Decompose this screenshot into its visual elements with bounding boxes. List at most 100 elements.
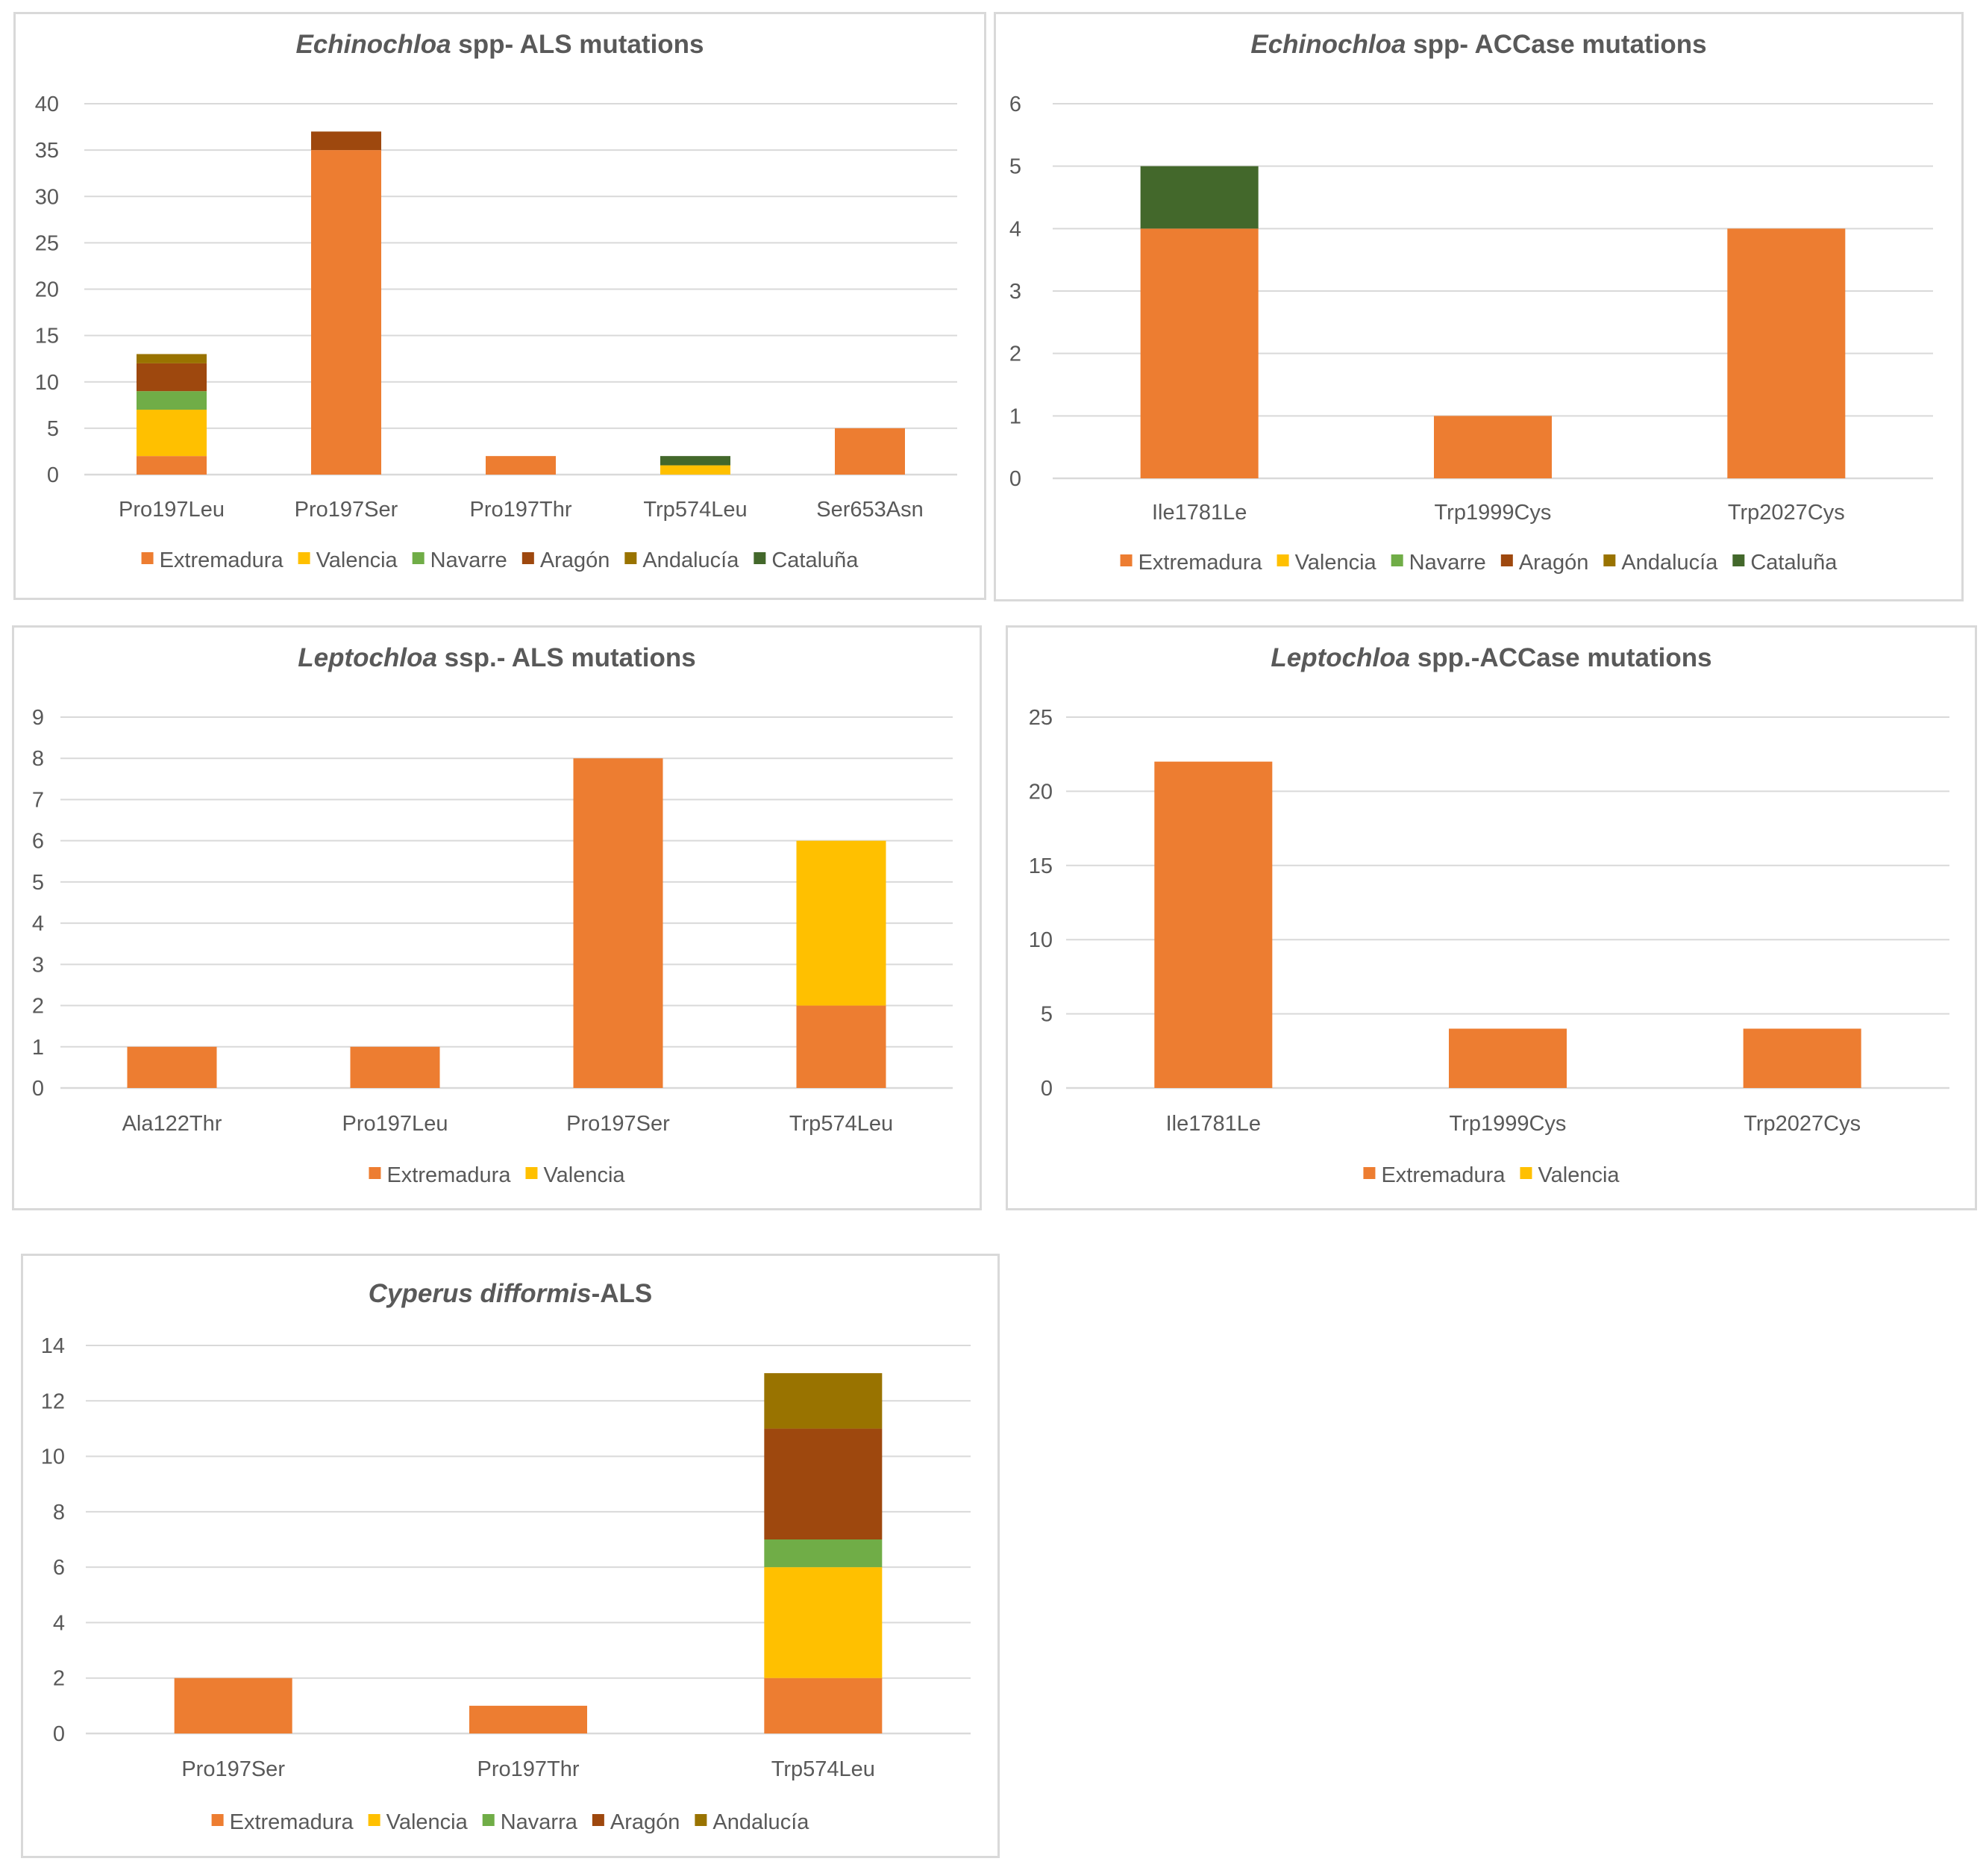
y-tick-label: 0 [1041, 1077, 1053, 1101]
x-tick-label: Ile1781Le [1152, 501, 1247, 525]
bar-segment-extremadura [1449, 1028, 1567, 1088]
chart-title-rest: ssp.- ALS mutations [437, 643, 696, 672]
x-tick-label: Trp2027Cys [1728, 501, 1845, 525]
bar-segment-aragón [311, 131, 381, 151]
legend-label: Valencia [386, 1810, 469, 1834]
y-tick-label: 9 [32, 706, 44, 730]
y-tick-label: 25 [1029, 706, 1053, 730]
chart-title-rest: -ALS [592, 1279, 653, 1308]
legend-swatch [1500, 554, 1513, 566]
chart-title: Cyperus difformis-ALS [369, 1279, 653, 1308]
y-tick-label: 4 [53, 1611, 65, 1635]
legend-swatch [369, 1167, 381, 1179]
y-tick-label: 4 [32, 912, 44, 936]
legend-swatch [525, 1167, 538, 1179]
x-tick-label: Ile1781Le [1166, 1112, 1261, 1136]
legend-item: Valencia [525, 1163, 625, 1187]
y-tick-label: 6 [53, 1556, 65, 1580]
y-tick-label: 30 [35, 185, 59, 209]
chart-title: Echinochloa spp- ALS mutations [295, 30, 704, 59]
legend-item: Navarre [1391, 551, 1486, 575]
legend-label: Extremadura [386, 1163, 511, 1187]
y-tick-label: 8 [53, 1501, 65, 1525]
legend-swatch [1391, 554, 1403, 566]
y-tick-label: 2 [1009, 343, 1021, 366]
legend-swatch [412, 552, 425, 564]
y-tick-label: 25 [35, 231, 59, 255]
y-tick-label: 20 [1029, 780, 1053, 804]
bar-segment-valencia [764, 1567, 883, 1678]
bar-segment-extremadura [1154, 761, 1273, 1088]
y-tick-label: 10 [41, 1445, 65, 1469]
x-tick-label: Pro197Leu [119, 498, 225, 522]
legend-swatch [592, 1814, 604, 1826]
legend-label: Extremadura [160, 548, 284, 572]
chart-title-italic: Echinochloa [295, 30, 451, 59]
y-tick-label: 5 [1041, 1003, 1053, 1027]
chart-panel-leptochloa-accase: Leptochloa spp.-ACCase mutations 0 5 10 15 20… [1006, 625, 1977, 1210]
legend-item: Aragón [1500, 551, 1589, 575]
legend-label: Andalucía [712, 1810, 809, 1834]
x-tick-label: Ala122Thr [122, 1112, 222, 1136]
y-tick-label: 20 [35, 278, 59, 302]
legend-label: Valencia [1295, 551, 1377, 575]
chart-title-italic: Leptochloa [1271, 643, 1410, 672]
y-tick-label: 4 [1009, 217, 1021, 241]
chart-leptochloa-accase: Leptochloa spp.-ACCase mutations 0 5 10 15 20… [1029, 643, 1949, 1187]
legend-swatch [1277, 554, 1289, 566]
x-tick-label: Trp574Leu [771, 1757, 875, 1781]
x-tick-label: Pro197Thr [469, 498, 571, 522]
legend-swatch [482, 1814, 495, 1826]
bar-segment-extremadura [1434, 416, 1552, 478]
y-tick-label: 5 [32, 871, 44, 895]
bar-segment-cataluña [1140, 166, 1259, 229]
x-tick-label: Pro197Leu [342, 1112, 448, 1136]
y-tick-label: 6 [1009, 93, 1021, 116]
legend-label: Valencia [316, 548, 398, 572]
legend-swatch [754, 552, 766, 564]
legend-item: Navarra [482, 1810, 578, 1834]
y-tick-label: 0 [47, 463, 59, 487]
y-tick-label: 6 [32, 830, 44, 854]
legend-item: Extremadura [1120, 551, 1263, 575]
chart-legend: Extremadura Valencia Navarre Aragón Andalucí… [141, 548, 859, 572]
chart-title-rest: spp- ALS mutations [451, 30, 704, 59]
legend-swatch [141, 552, 154, 564]
legend-item: Valencia [1520, 1163, 1620, 1187]
legend-swatch [1520, 1167, 1532, 1179]
legend-label: Aragón [1519, 551, 1589, 575]
legend-item: Extremadura [1363, 1163, 1506, 1187]
legend-item: Valencia [298, 548, 398, 572]
y-tick-label: 10 [1029, 928, 1053, 952]
y-tick-label: 0 [53, 1722, 65, 1746]
legend-label: Extremadura [1381, 1163, 1506, 1187]
legend-item: Andalucía [695, 1810, 809, 1834]
bar-segment-navarre [137, 391, 207, 410]
legend-label: Andalucía [1621, 551, 1718, 575]
x-tick-label: Ser653Asn [816, 498, 924, 522]
chart-legend: Extremadura Valencia [1363, 1163, 1620, 1187]
legend-label: Extremadura [1138, 551, 1263, 575]
chart-legend: Extremadura Valencia Navarre Aragón Andalucí… [1120, 551, 1838, 575]
bar-segment-extremadura [796, 1005, 886, 1088]
bar-segment-valencia [137, 410, 207, 457]
legend-label: Extremadura [230, 1810, 354, 1834]
legend-item: Valencia [368, 1810, 469, 1834]
bar-segment-aragón [764, 1428, 883, 1539]
chart-panel-cyperus-als: Cyperus difformis-ALS 0 2 4 6 8 10 12 14 Pro197Se… [21, 1254, 1000, 1858]
legend-label: Aragón [540, 548, 610, 572]
legend-swatch [368, 1814, 380, 1826]
bar-segment-extremadura [1140, 228, 1259, 478]
y-tick-label: 15 [1029, 854, 1053, 878]
bar-segment-extremadura [469, 1705, 587, 1733]
legend-item: Aragón [592, 1810, 680, 1834]
chart-echinochloa-als: Echinochloa spp- ALS mutations 0 5 10 15 20 25… [35, 30, 957, 572]
chart-panel-echinochloa-als: Echinochloa spp- ALS mutations 0 5 10 15 20 25… [13, 12, 986, 600]
x-tick-label: Pro197Ser [566, 1112, 670, 1136]
chart-panel-leptochloa-als: Leptochloa ssp.- ALS mutations 0 1 2 3 4 5 6 7 8 9… [12, 625, 982, 1210]
chart-echinochloa-accase: Echinochloa spp- ACCase mutations 0 1 2 3 4 5 6… [1009, 30, 1933, 575]
chart-legend: Extremadura Valencia [369, 1163, 625, 1187]
x-tick-label: Pro197Ser [295, 498, 398, 522]
legend-item: Extremadura [369, 1163, 511, 1187]
y-tick-label: 5 [47, 417, 59, 441]
